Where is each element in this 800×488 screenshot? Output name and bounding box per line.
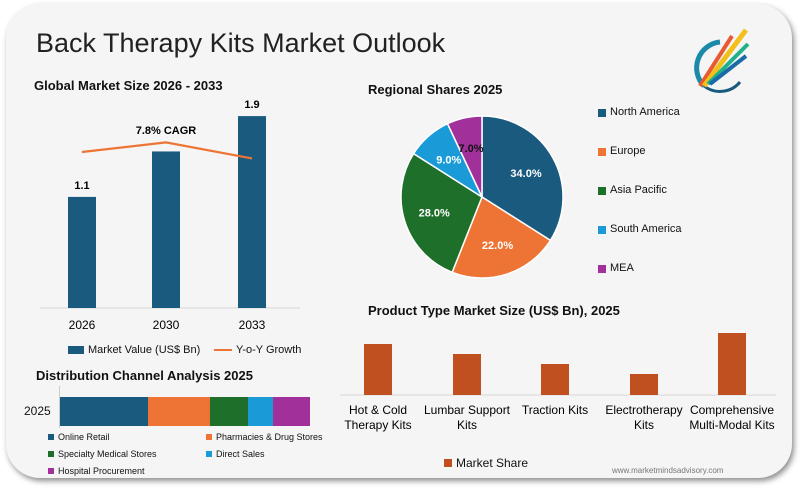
segment-online-retail [60, 397, 148, 426]
cagr-annotation: 7.8% CAGR [136, 125, 197, 137]
distribution-stacked-bar [60, 397, 310, 426]
legend-item: Asia Pacific [598, 184, 682, 223]
legend-swatch [68, 346, 84, 354]
legend-swatch [206, 451, 212, 457]
data-label: 1.9 [244, 99, 259, 111]
logo-icon [694, 28, 750, 93]
market-size-chart: 1.1 2026 2030 1.9 2033 7.8% CAGR [40, 99, 300, 332]
legend-label: South America [610, 223, 682, 235]
slice-label: 9.0% [436, 154, 461, 166]
legend-label: Europe [610, 145, 646, 157]
legend-item: MEA [598, 262, 682, 301]
legend-item: Direct Sales [206, 449, 265, 459]
watermark-url: www.marketmindsadvisory.com [612, 466, 724, 475]
market-size-title: Global Market Size 2026 - 2033 [34, 78, 223, 93]
legend-label: Asia Pacific [610, 184, 667, 196]
segment-pharmacies-drug-stores [147, 397, 210, 426]
legend-market-value: Market Value (US$ Bn) [68, 344, 200, 356]
legend-label: Pharmacies & Drug Stores [216, 432, 323, 442]
pie-slice-europe [451, 195, 552, 279]
segment-specialty-medical-stores [210, 397, 248, 426]
page-title: Back Therapy Kits Market Outlook [36, 28, 446, 58]
slice-label: 22.0% [482, 240, 513, 252]
legend-item: Pharmacies & Drug Stores [206, 432, 323, 442]
segment-direct-sales [247, 397, 273, 426]
legend-line [214, 349, 232, 351]
legend-swatch [48, 468, 54, 474]
x-tick-label: Traction Kits [522, 403, 588, 417]
bar-product-type [364, 344, 392, 395]
legend-swatch [598, 148, 606, 156]
legend-item: Hospital Procurement [48, 466, 145, 476]
bar-2030 [152, 151, 180, 308]
legend-swatch [206, 434, 212, 440]
legend-swatch [598, 265, 606, 273]
slice-label: 7.0% [459, 143, 484, 155]
x-tick-label: Lumbar Support Kits [424, 403, 511, 432]
x-tick-label: 2033 [239, 318, 266, 332]
legend-swatch [598, 187, 606, 195]
legend-item: Specialty Medical Stores [48, 449, 157, 459]
legend-label: Y-o-Y Growth [236, 344, 302, 356]
distribution-title: Distribution Channel Analysis 2025 [36, 368, 253, 383]
x-tick-label: 2026 [69, 318, 96, 332]
legend-item: Europe [598, 145, 682, 184]
bar-product-type [630, 374, 658, 395]
legend-label: North America [610, 106, 680, 118]
legend-label: Direct Sales [216, 449, 265, 459]
legend-swatch [598, 109, 606, 117]
yoy-growth-line [81, 141, 253, 160]
pie-slice-mea [446, 115, 483, 198]
segment-hospital-procurement [272, 397, 310, 426]
pie-legend: North America Europe Asia Pacific South Ame… [598, 106, 682, 301]
legend-swatch [48, 451, 54, 457]
x-tick-label: 2030 [153, 318, 180, 332]
legend-label: Online Retail [58, 432, 110, 442]
product-type-chart: Hot & Cold Therapy Kits Lumbar Support Kits… [340, 333, 776, 432]
pie-slice-asia-pacific [400, 152, 483, 274]
axis-line [59, 386, 60, 428]
legend-label: Specialty Medical Stores [58, 449, 157, 459]
legend-label: MEA [610, 262, 634, 274]
legend-label: Market Share [456, 456, 529, 470]
legend-label: Hospital Procurement [58, 466, 145, 476]
regional-pie-chart: 34.0% 22.0% 28.0% 9.0%7.0% [400, 115, 564, 279]
legend-label: Market Value (US$ Bn) [88, 344, 201, 356]
bar-2026 [68, 196, 96, 308]
x-tick-label: Comprehensive Multi-Modal Kits [689, 403, 774, 432]
legend-item: South America [598, 223, 682, 262]
bar-2033 [238, 116, 266, 308]
slice-label: 28.0% [419, 208, 450, 220]
x-tick-label: Hot & Cold Therapy Kits [344, 403, 411, 432]
legend-item: North America [598, 106, 682, 145]
bar-product-type [718, 333, 746, 395]
bar-product-type [453, 354, 481, 395]
bar-product-type [541, 364, 569, 395]
data-label: 1.1 [74, 180, 89, 192]
legend-swatch [48, 434, 54, 440]
legend-swatch [598, 226, 606, 234]
legend-yoy-growth: Y-o-Y Growth [214, 344, 301, 356]
legend-swatch [444, 459, 452, 467]
legend-item: Online Retail [48, 432, 110, 442]
slice-label: 34.0% [510, 168, 541, 180]
y-category-2025: 2025 [24, 404, 51, 418]
x-tick-label: Electrotherapy Kits [605, 403, 682, 432]
regional-shares-title: Regional Shares 2025 [368, 82, 503, 97]
legend-market-share: Market Share [444, 456, 528, 470]
product-type-title: Product Type Market Size (US$ Bn), 2025 [368, 303, 620, 318]
